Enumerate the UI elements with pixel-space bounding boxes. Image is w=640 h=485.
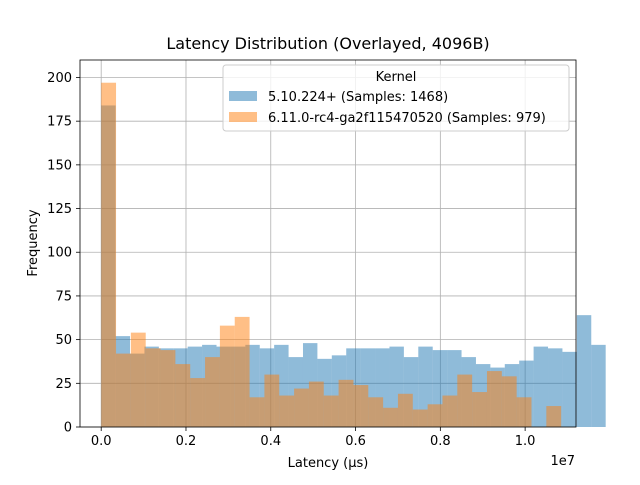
- histogram-bar-series-2: [427, 404, 443, 427]
- histogram-bar-series-2: [516, 397, 532, 427]
- histogram-bar-series-2: [457, 374, 473, 427]
- y-tick-label: 175: [47, 115, 72, 130]
- x-tick-label: 0.6: [345, 434, 366, 449]
- histogram-bar-series-2: [472, 392, 487, 427]
- histogram-bar-series-2: [160, 350, 176, 427]
- legend-swatch-series-2: [229, 112, 257, 122]
- y-tick-label: 50: [55, 333, 72, 348]
- histogram-bar-series-2: [190, 378, 206, 427]
- histogram-bar-series-2: [116, 353, 131, 427]
- x-tick-label: 0.2: [176, 434, 197, 449]
- x-tick-label: 0.8: [430, 434, 451, 449]
- histogram-bar-series-1: [576, 315, 592, 427]
- histogram-bar-series-1: [591, 344, 606, 427]
- histogram-bar-series-2: [294, 388, 309, 427]
- x-tick-label: 0.0: [91, 434, 112, 449]
- histogram-bar-series-2: [442, 395, 458, 427]
- histogram-bar-series-2: [546, 406, 562, 427]
- legend-label-series-2: 6.11.0-rc4-ga2f115470520 (Samples: 979): [268, 111, 546, 126]
- histogram-bar-series-1: [533, 346, 549, 427]
- histogram-bar-series-2: [323, 395, 339, 427]
- histogram-bar-series-2: [264, 374, 280, 427]
- histogram-bar-series-2: [501, 376, 517, 427]
- y-axis-label: Frequency: [26, 209, 41, 276]
- y-tick-label: 75: [55, 289, 72, 304]
- y-tick-label: 150: [47, 158, 72, 173]
- histogram-bar-series-2: [234, 316, 250, 427]
- x-axis-offset-label: 1e7: [550, 454, 575, 469]
- histogram-bar-series-2: [175, 364, 191, 427]
- legend-label-series-1: 5.10.224+ (Samples: 1468): [268, 90, 448, 105]
- histogram-bar-series-2: [412, 409, 428, 427]
- histogram-bar-series-2: [397, 393, 413, 427]
- legend-swatch-series-1: [229, 91, 257, 101]
- y-tick-label: 0: [64, 421, 72, 436]
- legend-title: Kernel: [376, 70, 417, 85]
- histogram-bar-series-2: [368, 397, 384, 427]
- ticks-layer: 0.0 0.2 0.4 0.6 0.8 1.0 0 25 50 75 100 125 150 175 200: [47, 71, 535, 449]
- x-tick-label: 1.0: [515, 434, 536, 449]
- chart-title: Latency Distribution (Overlayed, 4096B): [166, 34, 489, 53]
- histogram-bar-series-2: [249, 397, 265, 427]
- histogram-bar-series-2: [219, 325, 235, 427]
- x-tick-label: 0.4: [260, 434, 281, 449]
- y-tick-label: 125: [47, 202, 72, 217]
- plot-frame: [79, 59, 577, 428]
- y-tick-label: 25: [55, 377, 72, 392]
- x-axis-label: Latency (µs): [288, 456, 369, 471]
- histogram-bar-series-1: [562, 351, 577, 427]
- y-tick-label: 200: [47, 71, 72, 86]
- histogram-bar-series-2: [308, 381, 324, 427]
- y-tick-label: 100: [47, 246, 72, 261]
- legend-box: [222, 64, 570, 132]
- histogram-bar-series-2: [338, 379, 354, 427]
- histogram-bar-series-2: [130, 332, 146, 427]
- histogram-bar-series-2: [383, 407, 398, 427]
- bars-layer: [101, 82, 606, 427]
- histogram-bar-series-2: [101, 82, 117, 427]
- histogram-bar-series-2: [205, 357, 220, 427]
- histogram-bar-series-2: [279, 395, 295, 427]
- histogram-bar-series-2: [353, 385, 369, 427]
- legend: Kernel 5.10.224+ (Samples: 1468) 6.11.0-…: [222, 64, 570, 132]
- histogram-bar-series-2: [486, 371, 502, 427]
- histogram-bar-series-2: [145, 348, 161, 427]
